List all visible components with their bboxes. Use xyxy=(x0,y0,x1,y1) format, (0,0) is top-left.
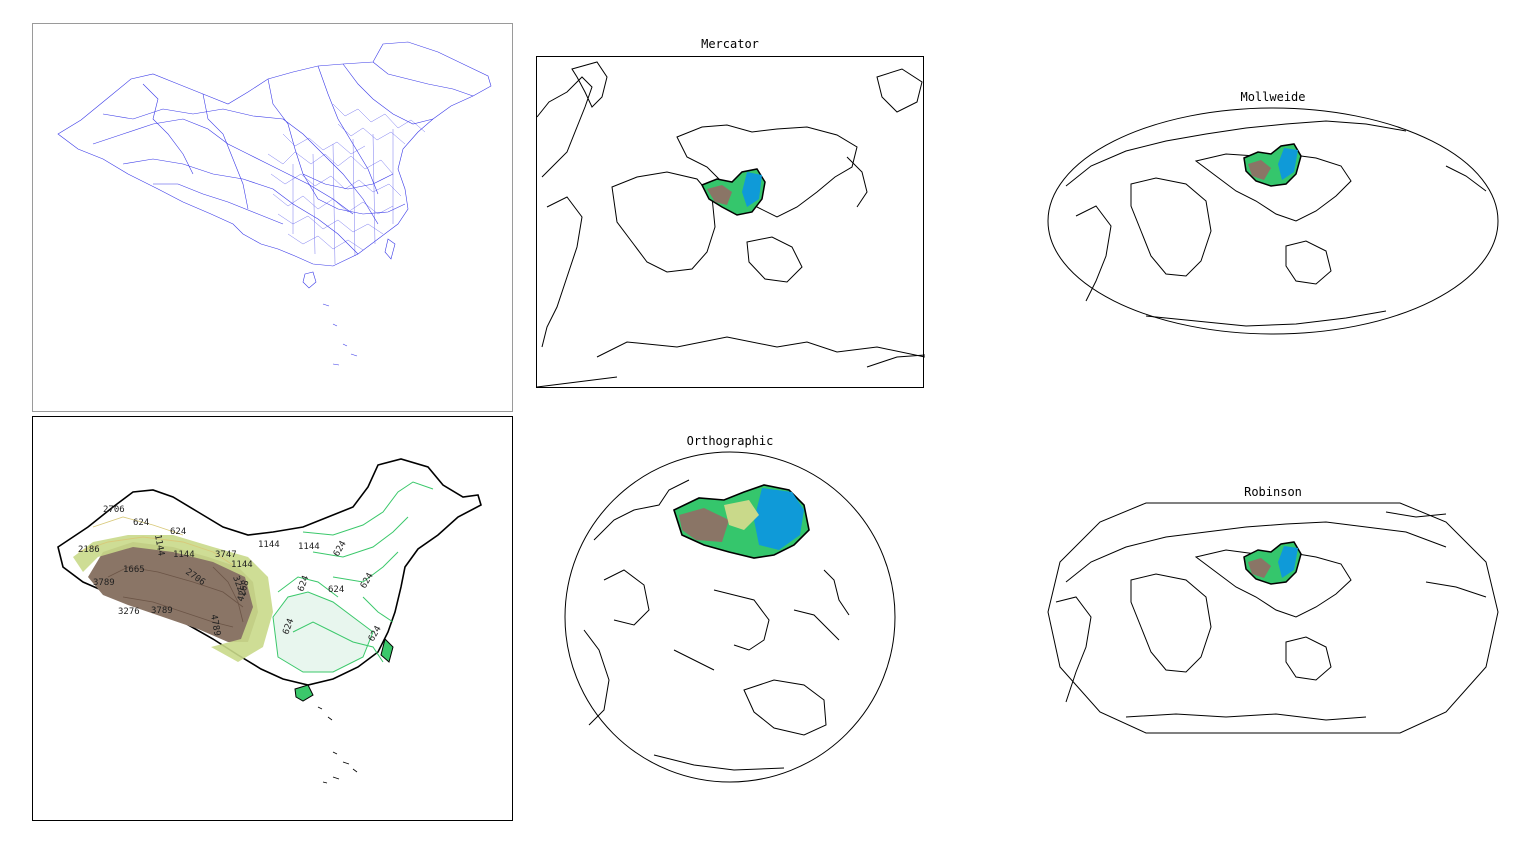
topography-contour-map-panel: 624 1144 2186 2706 1144 624 1144 1665 27… xyxy=(32,416,513,821)
contour-label: 1144 xyxy=(258,540,280,550)
contour-label: 4789 xyxy=(208,614,222,637)
robinson-map xyxy=(1047,502,1499,734)
topography-contour-map: 624 1144 2186 2706 1144 624 1144 1665 27… xyxy=(57,458,482,784)
contour-label: 1144 xyxy=(152,534,166,557)
mercator-title: Mercator xyxy=(701,37,759,51)
contour-lines-low xyxy=(277,481,434,663)
contour-label: 3789 xyxy=(93,578,115,588)
contour-label: 624 xyxy=(328,585,344,595)
plateau-rim-zone xyxy=(73,535,273,662)
contour-lines-high xyxy=(107,566,244,628)
robinson-tibet-highland xyxy=(1248,558,1271,578)
mercator-east-lowland xyxy=(742,172,762,207)
orthographic-east-lowland xyxy=(754,488,804,550)
mercator-map xyxy=(537,61,925,388)
orthographic-tibet-highland xyxy=(679,508,729,542)
orthographic-loess-plateau xyxy=(724,500,759,530)
plains-zone xyxy=(272,591,374,673)
contour-label: 2706 xyxy=(103,505,125,515)
admin-boundary-map xyxy=(57,41,492,366)
mollweide-map xyxy=(1047,107,1499,335)
contour-lines-mid xyxy=(77,516,234,566)
mollweide-coastlines xyxy=(1065,120,1487,327)
orthographic-map-panel xyxy=(564,450,896,784)
mollweide-tibet-highland xyxy=(1248,160,1271,180)
contour-label: 1144 xyxy=(231,560,253,570)
mollweide-east-lowland xyxy=(1278,148,1298,180)
mollweide-title: Mollweide xyxy=(1240,90,1306,104)
county-boundaries xyxy=(57,41,492,267)
plateau-high-zone xyxy=(88,542,258,642)
robinson-title: Robinson xyxy=(1244,485,1302,499)
contour-label: 624 xyxy=(170,527,186,537)
robinson-map-panel xyxy=(1046,502,1500,734)
contour-label: 1665 xyxy=(123,565,145,575)
admin-boundary-map-panel xyxy=(32,23,513,412)
orthographic-map xyxy=(564,451,896,783)
contour-label: 1144 xyxy=(298,542,320,552)
robinson-outline xyxy=(1047,502,1499,734)
contour-label: 3789 xyxy=(151,606,173,616)
mercator-coastlines xyxy=(537,61,925,388)
mercator-map-panel xyxy=(536,56,925,388)
contour-label: 3747 xyxy=(215,550,237,560)
orthographic-coastlines xyxy=(583,479,850,771)
contour-label: 3276 xyxy=(118,607,140,617)
mercator-tibet-highland xyxy=(707,185,732,205)
mollweide-outline xyxy=(1047,107,1499,335)
county-mesh xyxy=(267,103,426,265)
orthographic-outline xyxy=(564,451,896,783)
contour-label: 1144 xyxy=(173,550,195,560)
contour-label: 2186 xyxy=(78,545,100,555)
orthographic-title: Orthographic xyxy=(686,434,774,448)
south-sea-islands xyxy=(317,706,358,784)
robinson-east-lowland xyxy=(1278,546,1298,578)
contour-label: 624 xyxy=(133,518,149,528)
coastal-islands xyxy=(294,638,394,702)
mollweide-map-panel xyxy=(1046,106,1500,336)
island-boundaries xyxy=(302,238,396,366)
